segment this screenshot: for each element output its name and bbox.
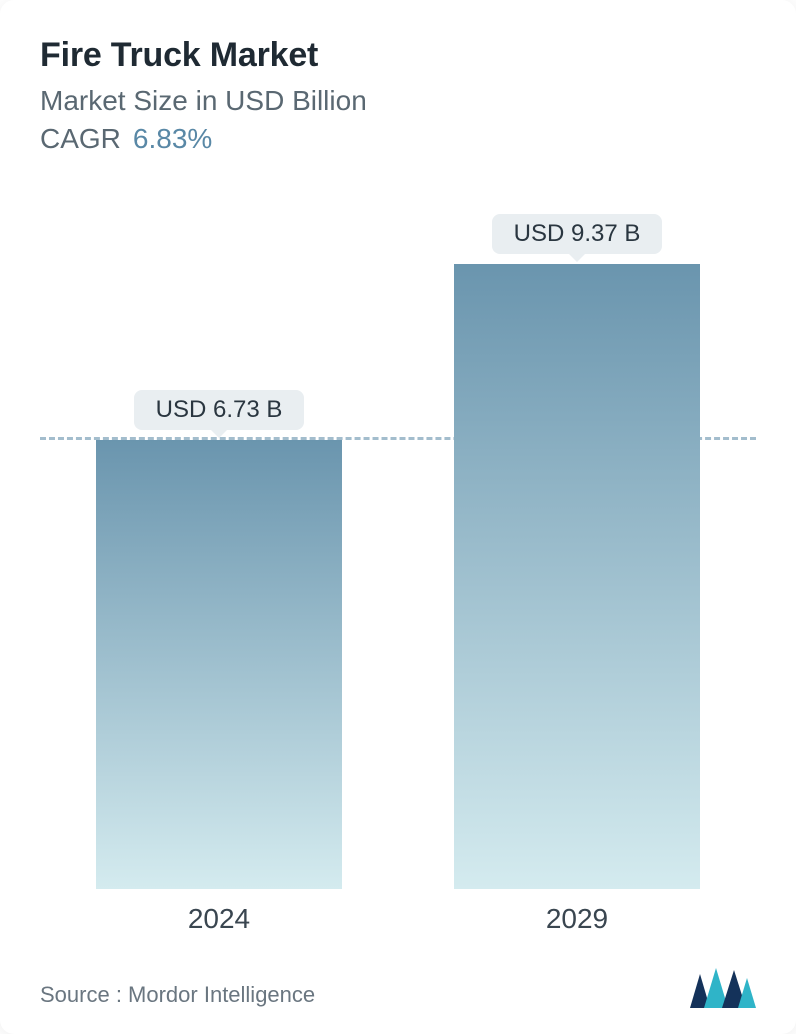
bar-group-0: USD 6.73 B xyxy=(61,390,376,889)
bar-1 xyxy=(454,264,700,889)
value-badge-1: USD 9.37 B xyxy=(492,214,663,254)
x-axis: 2024 2029 xyxy=(40,903,756,935)
chart-area: USD 6.73 B USD 9.37 B xyxy=(40,189,756,889)
brand-logo-icon xyxy=(690,968,756,1008)
bar-0 xyxy=(96,440,342,889)
cagr-row: CAGR 6.83% xyxy=(40,123,756,155)
chart-title: Fire Truck Market xyxy=(40,36,756,75)
chart-subtitle: Market Size in USD Billion xyxy=(40,85,756,117)
x-label-0: 2024 xyxy=(61,903,376,935)
x-label-1: 2029 xyxy=(419,903,734,935)
bar-group-1: USD 9.37 B xyxy=(419,214,734,889)
value-badge-0: USD 6.73 B xyxy=(134,390,305,430)
cagr-value: 6.83% xyxy=(133,123,212,154)
bars-container: USD 6.73 B USD 9.37 B xyxy=(40,189,756,889)
source-text: Source : Mordor Intelligence xyxy=(40,982,315,1008)
cagr-label: CAGR xyxy=(40,123,121,154)
footer: Source : Mordor Intelligence xyxy=(40,968,756,1008)
